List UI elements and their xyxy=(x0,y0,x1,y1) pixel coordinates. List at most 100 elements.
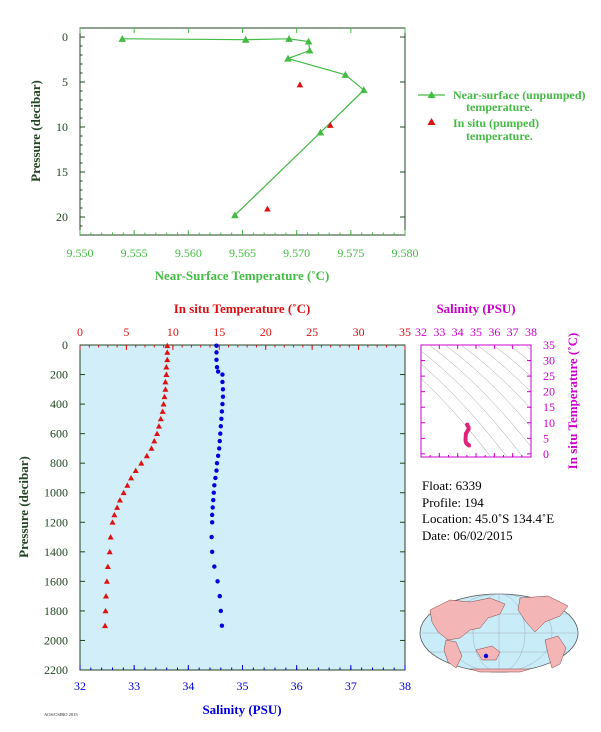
profile-pressure-tick-label: 2000 xyxy=(44,633,68,647)
profile-plot-frame xyxy=(79,344,406,671)
salinity-point xyxy=(211,490,216,495)
near-surface-axes: 9.550 9.555 9.560 9.565 9.570 9.575 9.580 0 5 10 1… xyxy=(56,28,419,260)
ts-density-contour xyxy=(460,345,531,410)
near-surface-line xyxy=(122,38,365,216)
profile-pressure-tick-label: 600 xyxy=(50,427,68,441)
float-id: Float: 6339 xyxy=(422,478,482,493)
near-surface-series xyxy=(118,35,368,219)
salinity-point xyxy=(209,512,215,518)
salinity-point xyxy=(209,520,215,525)
salinity-point xyxy=(220,387,226,392)
profile-temperature-tick-label: 0 xyxy=(77,325,83,339)
salinity-point xyxy=(214,468,219,473)
near-surface-y-tick-label: 5 xyxy=(62,75,68,89)
temperature-point xyxy=(161,393,168,400)
ts-y-tick-label: 30 xyxy=(543,354,555,368)
ts-density-contour xyxy=(476,345,531,393)
temperature-point xyxy=(164,342,171,349)
near-surface-x-tick-label: 9.550 xyxy=(67,246,94,260)
profile-salinity-tick-label: 35 xyxy=(237,679,249,693)
salinity-point xyxy=(214,350,219,355)
temperature-point xyxy=(111,511,118,518)
ts-x-tick-label: 37 xyxy=(507,325,519,339)
in-situ-point xyxy=(264,205,271,212)
temperature-point xyxy=(154,430,161,437)
near-surface-y-tick-label: 20 xyxy=(56,210,68,224)
near-surface-point xyxy=(360,86,368,94)
salinity-point xyxy=(219,409,225,414)
profile-salinity-tick-label: 36 xyxy=(291,679,303,693)
near-surface-x-axis-label: Near-Surface Temperature (˚C) xyxy=(155,268,330,283)
temperature-point xyxy=(102,607,109,614)
float-location: Location: 45.0˚S 134.4˚E xyxy=(422,511,555,526)
salinity-point xyxy=(209,534,214,540)
temperature-point xyxy=(132,467,139,473)
profile-axes: 0 5 10 15 20 25 30 35 32 33 34 35 36 37 38 0 200 400 600 80… xyxy=(44,325,411,693)
salinity-point xyxy=(220,379,225,385)
location-map xyxy=(419,593,579,673)
temperature-point xyxy=(128,474,135,481)
ts-x-tick-label: 34 xyxy=(452,325,464,339)
ts-x-tick-label: 36 xyxy=(488,325,500,339)
profile-salinity-tick-label: 34 xyxy=(182,679,194,693)
ts-density-contour xyxy=(524,345,531,350)
temperature-point xyxy=(106,548,113,555)
near-surface-x-tick-label: 9.580 xyxy=(392,246,419,260)
temperature-point xyxy=(162,386,169,392)
near-surface-point xyxy=(316,128,325,136)
salinity-point xyxy=(213,475,218,481)
map-land xyxy=(429,595,569,673)
temperature-point xyxy=(114,504,121,510)
salinity-point xyxy=(215,453,221,458)
near-surface-x-tick-label: 9.565 xyxy=(229,246,256,260)
profile-temperature-axis-label: In situ Temperature (˚C) xyxy=(174,301,311,316)
ts-y-tick-label: 35 xyxy=(543,338,555,352)
temperature-point xyxy=(103,578,110,584)
ts-y-tick-label: 25 xyxy=(543,369,555,383)
temperature-point xyxy=(160,401,167,407)
salinity-point xyxy=(217,446,222,451)
ts-density-contour xyxy=(428,345,531,448)
near-surface-x-tick-label: 9.555 xyxy=(121,246,148,260)
in-situ-point xyxy=(326,121,334,128)
ts-y-tick-label: 5 xyxy=(543,431,549,445)
near-surface-plot-frame xyxy=(79,27,406,236)
profile-pressure-tick-label: 1800 xyxy=(44,604,68,618)
temperature-point xyxy=(163,371,170,377)
ts-x-tick-label: 33 xyxy=(433,325,445,339)
salinity-point xyxy=(219,416,224,422)
temperature-point xyxy=(151,438,158,444)
temperature-point xyxy=(159,408,166,414)
profile-temperature-tick-label: 30 xyxy=(353,325,365,339)
near-surface-y-tick-label: 0 xyxy=(62,30,68,44)
temperature-point xyxy=(138,460,145,466)
near-surface-point xyxy=(118,35,127,42)
salinity-point xyxy=(215,369,221,374)
profile-temperature-tick-label: 35 xyxy=(399,325,411,339)
legend-marker-in-situ xyxy=(427,118,436,125)
ts-point xyxy=(467,443,472,448)
ts-x-tick-label: 32 xyxy=(415,325,427,339)
ts-x-tick-label: 35 xyxy=(470,325,482,339)
ts-density-contour xyxy=(508,345,531,363)
near-surface-point xyxy=(284,54,292,62)
profile-temperature-tick-label: 25 xyxy=(306,325,318,339)
ts-density-contours xyxy=(421,345,531,457)
temperature-point xyxy=(164,349,171,355)
legend-label-near-surface: Near-surface (unpumped) temperature. xyxy=(453,88,589,114)
salinity-point xyxy=(214,343,219,348)
temperature-point xyxy=(103,593,109,599)
salinity-point xyxy=(219,623,225,628)
salinity-point xyxy=(214,460,220,466)
ts-x-tick-label: 38 xyxy=(525,325,537,339)
in-situ-point xyxy=(296,81,304,88)
profile-y-axis-label: Pressure (decibar) xyxy=(16,456,31,558)
profile-pressure-tick-label: 1400 xyxy=(44,545,68,559)
temperature-point xyxy=(120,489,127,496)
salinity-point xyxy=(212,564,217,569)
temperature-point xyxy=(116,497,123,503)
profile-temperature-tick-label: 15 xyxy=(213,325,225,339)
profile-pressure-tick-label: 400 xyxy=(50,397,68,411)
